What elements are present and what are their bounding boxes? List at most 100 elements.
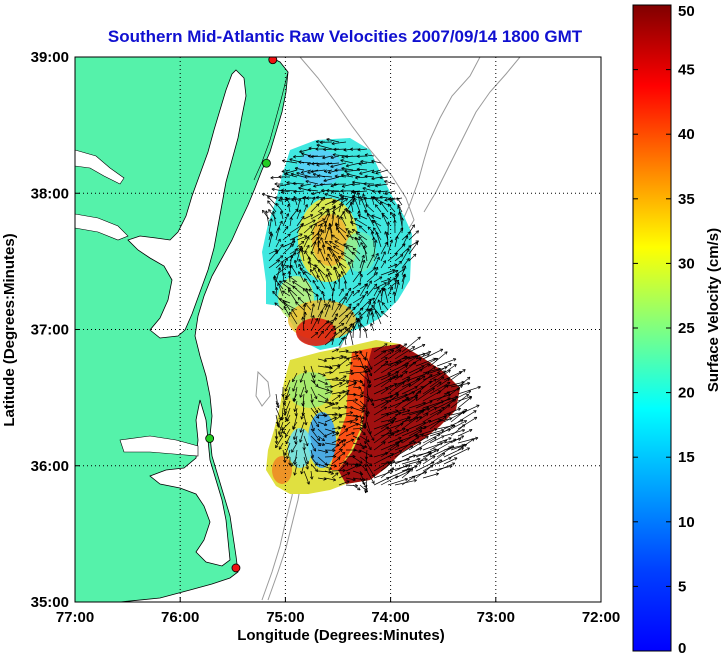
velocity-arrow xyxy=(380,419,395,430)
velocity-arrow xyxy=(352,365,368,369)
y-tick-label: 36:00 xyxy=(31,458,69,475)
velocity-arrow xyxy=(317,174,333,178)
velocity-arrow xyxy=(450,384,463,395)
velocity-arrow xyxy=(374,183,389,188)
velocity-arrow xyxy=(364,174,375,179)
velocity-arrow xyxy=(288,275,298,283)
velocity-arrow xyxy=(415,436,429,444)
velocity-arrow xyxy=(330,155,340,160)
velocity-arrow xyxy=(296,240,305,248)
velocity-arrow xyxy=(401,235,409,248)
velocity-arrow xyxy=(401,436,420,451)
velocity-arrow xyxy=(299,421,305,433)
velocity-arrow xyxy=(345,290,354,304)
velocity-arrow xyxy=(408,365,425,374)
velocity-arrow xyxy=(401,475,416,486)
velocity-arrow xyxy=(387,439,404,451)
velocity-arrow xyxy=(363,328,368,339)
velocity-arrow xyxy=(429,435,445,444)
velocity-arrow xyxy=(286,414,291,422)
velocity-arrow xyxy=(282,243,294,255)
velocity-arrow xyxy=(303,225,313,234)
velocity-arrow xyxy=(371,176,382,181)
velocity-arrow xyxy=(302,442,306,451)
colorbar-tick-label: 40 xyxy=(678,126,695,143)
velocity-arrow xyxy=(338,375,347,381)
y-tick-label: 38:00 xyxy=(31,185,69,202)
velocity-arrow xyxy=(415,420,432,430)
velocity-arrow xyxy=(360,198,368,213)
velocity-arrow xyxy=(310,318,319,332)
velocity-arrow xyxy=(415,353,430,360)
velocity-arrow xyxy=(359,428,366,436)
velocity-arrow xyxy=(380,467,395,479)
velocity-arrow xyxy=(380,393,399,409)
velocity-arrow xyxy=(343,243,354,248)
y-tick-label: 35:00 xyxy=(31,594,69,611)
velocity-arrow xyxy=(302,288,312,297)
velocity-arrow xyxy=(331,211,336,227)
velocity-arrow xyxy=(401,245,412,255)
velocity-arrow xyxy=(401,258,410,269)
velocity-arrow xyxy=(436,462,456,472)
velocity-arrow xyxy=(310,196,316,206)
velocity-arrow xyxy=(364,456,368,468)
velocity-arrow xyxy=(275,220,283,234)
velocity-arrow xyxy=(338,293,349,304)
velocity-arrow xyxy=(294,435,298,445)
velocity-arrow xyxy=(394,429,410,437)
velocity-arrow xyxy=(315,147,326,151)
velocity-arrow xyxy=(366,442,372,451)
velocity-arrow xyxy=(285,428,291,438)
velocity-arrow xyxy=(323,147,340,152)
velocity-arrow xyxy=(394,235,399,248)
velocity-arrow xyxy=(392,291,396,304)
velocity-arrow xyxy=(307,256,312,269)
velocity-arrow xyxy=(310,332,319,339)
velocity-arrow xyxy=(370,312,375,325)
velocity-arrow xyxy=(331,299,336,311)
velocity-arrow xyxy=(275,421,285,434)
velocity-arrow xyxy=(282,213,290,227)
velocity-arrow xyxy=(401,457,421,465)
velocity-arrow xyxy=(302,304,307,318)
velocity-arrow xyxy=(324,338,334,346)
velocity-arrow xyxy=(268,250,279,262)
velocity-arrow xyxy=(292,281,305,290)
velocity-arrow xyxy=(300,183,312,188)
velocity-arrow xyxy=(274,302,284,311)
velocity-arrow xyxy=(380,361,399,374)
velocity-arrow xyxy=(359,386,364,395)
velocity-arrow xyxy=(436,369,451,381)
velocity-arrow xyxy=(352,449,362,453)
velocity-arrow xyxy=(373,219,382,234)
velocity-arrow xyxy=(274,196,284,200)
bay-inlet-west xyxy=(75,149,125,185)
velocity-arrow xyxy=(317,196,326,206)
velocity-arrow xyxy=(457,428,473,437)
velocity-arrow xyxy=(303,365,307,374)
velocity-arrow xyxy=(262,209,270,220)
velocity-arrow xyxy=(352,289,360,297)
velocity-arrow xyxy=(364,435,368,445)
velocity-arrow xyxy=(352,442,368,449)
velocity-arrow xyxy=(286,449,291,459)
velocity-arrow xyxy=(380,374,399,388)
velocity-arrow xyxy=(307,154,319,158)
velocity-arrow xyxy=(429,381,451,395)
map-title: Southern Mid-Atlantic Raw Velocities 200… xyxy=(108,27,583,46)
velocity-arrow xyxy=(353,197,361,213)
velocity-arrow xyxy=(436,391,451,402)
velocity-arrow xyxy=(346,234,361,241)
velocity-arrow xyxy=(359,290,369,304)
velocity-arrow xyxy=(310,154,326,159)
velocity-arrow xyxy=(429,397,451,409)
velocity-arrow xyxy=(366,393,375,406)
velocity-arrow xyxy=(380,371,399,381)
velocity-arrow xyxy=(394,260,402,269)
velocity-arrow xyxy=(307,188,319,192)
velocity-arrow xyxy=(359,421,367,426)
velocity-arrow xyxy=(408,241,419,255)
velocity-arrow xyxy=(379,175,389,180)
velocity-arrow xyxy=(310,212,323,220)
